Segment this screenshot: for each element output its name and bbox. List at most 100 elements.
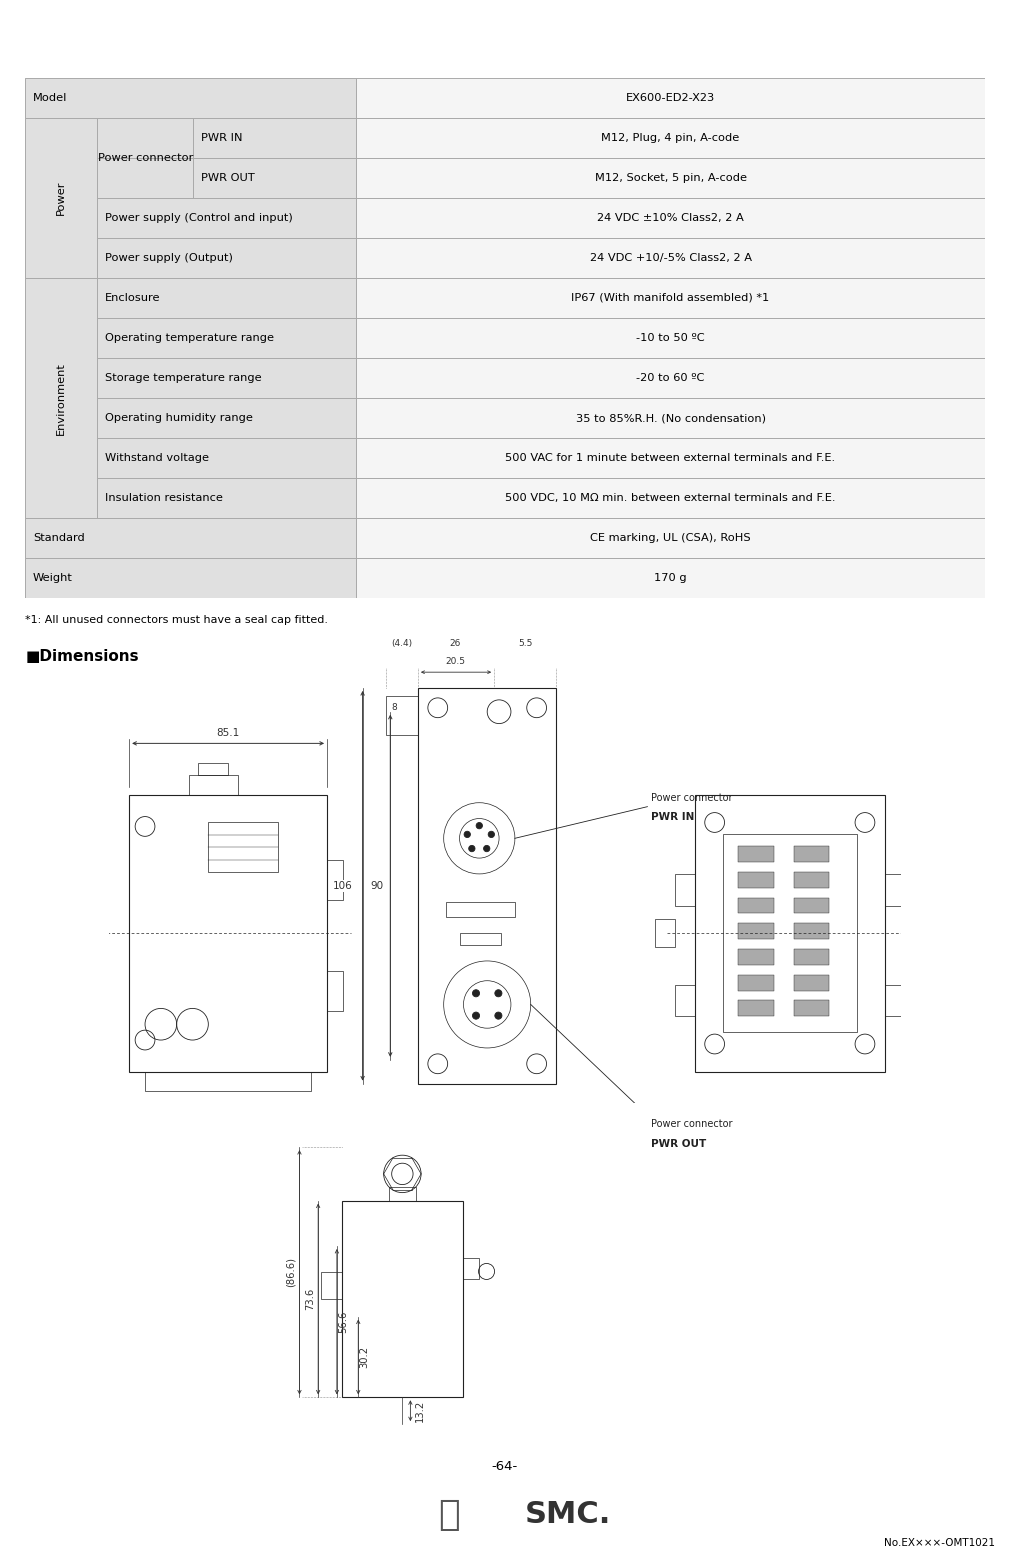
Bar bbox=[25, 278, 97, 517]
Text: Power supply (Control and input): Power supply (Control and input) bbox=[105, 213, 293, 222]
Text: PWR OUT: PWR OUT bbox=[651, 1139, 707, 1148]
Text: 24 VDC ±10% Class2, 2 A: 24 VDC ±10% Class2, 2 A bbox=[597, 213, 744, 222]
Text: Operating temperature range: Operating temperature range bbox=[105, 333, 274, 343]
Bar bbox=[738, 974, 774, 990]
Text: Model: Model bbox=[33, 93, 68, 103]
Bar bbox=[738, 847, 774, 862]
Bar bbox=[97, 319, 357, 357]
Bar bbox=[357, 398, 985, 438]
Bar bbox=[357, 479, 985, 517]
Bar bbox=[357, 517, 985, 558]
Bar bbox=[97, 357, 357, 398]
Bar bbox=[327, 861, 342, 900]
Text: -64-: -64- bbox=[492, 1461, 518, 1473]
Bar bbox=[885, 985, 905, 1016]
Bar bbox=[357, 78, 985, 118]
Bar bbox=[193, 118, 357, 159]
Bar bbox=[885, 873, 905, 906]
Text: 106: 106 bbox=[333, 881, 352, 890]
Bar bbox=[321, 1273, 342, 1299]
Bar bbox=[738, 872, 774, 887]
Bar bbox=[357, 319, 985, 357]
Bar bbox=[794, 1001, 829, 1016]
Bar bbox=[198, 763, 228, 775]
Bar bbox=[189, 775, 238, 794]
Bar bbox=[738, 949, 774, 965]
Bar bbox=[418, 688, 557, 1083]
Text: 56.6: 56.6 bbox=[338, 1310, 348, 1333]
Bar bbox=[460, 934, 501, 945]
Bar bbox=[97, 197, 357, 238]
Text: -10 to 50 ºC: -10 to 50 ºC bbox=[636, 333, 705, 343]
Circle shape bbox=[488, 831, 495, 838]
Circle shape bbox=[495, 1012, 502, 1019]
Bar bbox=[25, 118, 97, 278]
Bar bbox=[25, 517, 357, 558]
Text: (86.6): (86.6) bbox=[286, 1257, 296, 1287]
Text: Power connector: Power connector bbox=[651, 793, 733, 803]
Bar bbox=[463, 1257, 479, 1279]
Bar bbox=[25, 118, 97, 278]
Bar bbox=[357, 197, 985, 238]
Bar bbox=[357, 238, 985, 278]
Text: No.EX×××-OMT1021: No.EX×××-OMT1021 bbox=[884, 1538, 995, 1548]
Bar bbox=[357, 558, 985, 598]
Bar bbox=[145, 1072, 311, 1091]
Bar bbox=[342, 1201, 463, 1397]
Bar bbox=[655, 920, 675, 946]
Bar bbox=[675, 873, 695, 906]
Text: 170 g: 170 g bbox=[654, 573, 687, 583]
Text: Ⓢ: Ⓢ bbox=[438, 1498, 461, 1532]
Bar bbox=[794, 923, 829, 939]
Bar bbox=[357, 159, 985, 197]
Text: Power connector: Power connector bbox=[98, 152, 193, 163]
Bar bbox=[25, 558, 357, 598]
Bar bbox=[97, 278, 357, 319]
Circle shape bbox=[464, 831, 471, 838]
Text: Weight: Weight bbox=[33, 573, 73, 583]
Bar bbox=[357, 438, 985, 479]
Circle shape bbox=[495, 990, 502, 996]
Circle shape bbox=[476, 822, 483, 828]
Bar bbox=[193, 159, 357, 197]
Bar bbox=[794, 949, 829, 965]
Bar bbox=[357, 278, 985, 319]
Bar bbox=[357, 238, 985, 278]
Text: Standard: Standard bbox=[33, 533, 85, 544]
Text: M12, Plug, 4 pin, A-code: M12, Plug, 4 pin, A-code bbox=[601, 132, 739, 143]
Bar bbox=[738, 1001, 774, 1016]
Bar bbox=[357, 558, 985, 598]
Bar bbox=[738, 923, 774, 939]
Bar bbox=[357, 278, 985, 319]
Text: Insulation resistance: Insulation resistance bbox=[105, 493, 223, 503]
Bar bbox=[675, 985, 695, 1016]
Bar bbox=[25, 78, 357, 118]
Bar bbox=[97, 118, 193, 197]
Circle shape bbox=[469, 845, 475, 852]
Bar bbox=[97, 479, 357, 517]
Bar bbox=[129, 794, 327, 1072]
Text: PWR OUT: PWR OUT bbox=[201, 172, 255, 183]
Bar bbox=[97, 479, 357, 517]
Bar bbox=[208, 822, 278, 872]
Text: Specifications: Specifications bbox=[10, 23, 197, 47]
Bar bbox=[97, 159, 193, 197]
Bar bbox=[445, 901, 515, 917]
Text: 24 VDC +10/-5% Class2, 2 A: 24 VDC +10/-5% Class2, 2 A bbox=[590, 253, 751, 263]
Bar bbox=[357, 159, 985, 197]
Bar bbox=[794, 847, 829, 862]
Bar bbox=[97, 398, 357, 438]
Bar bbox=[97, 357, 357, 398]
Text: Power connector: Power connector bbox=[651, 1119, 733, 1130]
Bar bbox=[97, 118, 193, 197]
Text: SMC.: SMC. bbox=[525, 1500, 612, 1529]
Text: Power supply (Output): Power supply (Output) bbox=[105, 253, 232, 263]
Bar bbox=[357, 319, 985, 357]
Text: PWR IN: PWR IN bbox=[651, 813, 695, 822]
Text: Operating humidity range: Operating humidity range bbox=[105, 413, 252, 423]
Bar bbox=[193, 159, 357, 197]
Bar bbox=[722, 834, 857, 1032]
Text: 35 to 85%R.H. (No condensation): 35 to 85%R.H. (No condensation) bbox=[576, 413, 766, 423]
Bar bbox=[794, 974, 829, 990]
Bar bbox=[357, 78, 985, 118]
